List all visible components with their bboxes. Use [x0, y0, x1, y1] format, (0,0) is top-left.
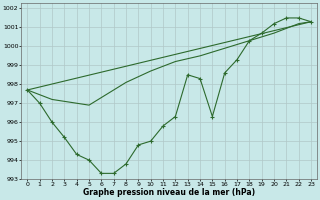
X-axis label: Graphe pression niveau de la mer (hPa): Graphe pression niveau de la mer (hPa) [83, 188, 255, 197]
